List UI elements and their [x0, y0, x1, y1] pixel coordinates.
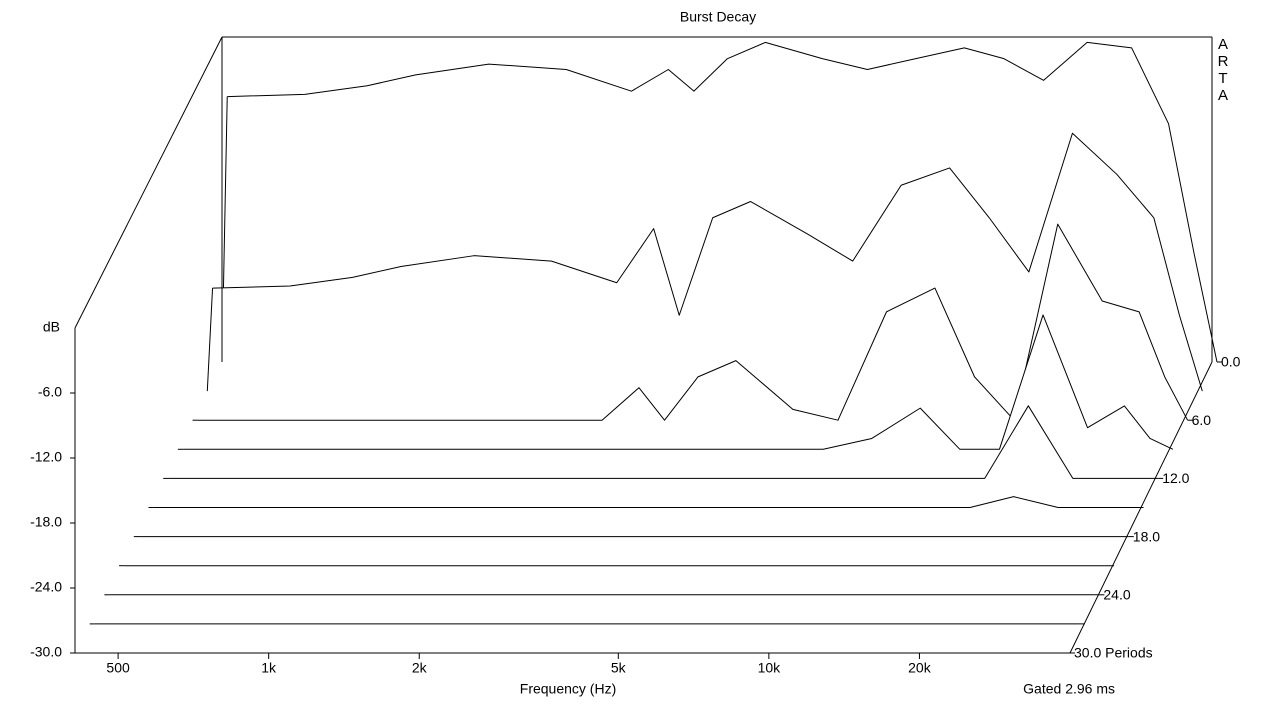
slice-backdrop [163, 405, 1159, 479]
y-tick-label: -12.0 [30, 449, 62, 465]
x-tick-label: 10k [758, 660, 782, 676]
note: Gated 2.96 ms [1023, 681, 1115, 697]
x-axis-label: Frequency (Hz) [520, 681, 616, 697]
x-tick-label: 20k [908, 660, 932, 676]
slice-line [197, 223, 1189, 421]
x-tick-label: 1k [261, 660, 277, 676]
z-tick-label: 30.0 Periods [1074, 645, 1153, 661]
slice-backdrop [207, 133, 1203, 392]
axes-frame [74, 36, 1213, 654]
slice-line [183, 314, 1174, 450]
slice-line [168, 405, 1159, 479]
slice-line [153, 496, 1144, 508]
waterfall [75, 41, 1218, 654]
slice-line [212, 132, 1203, 392]
z-tick-label: 0.0 [1221, 354, 1241, 370]
frame-line [1069, 361, 1213, 654]
x-tick-label: 5k [611, 660, 627, 676]
slice-backdrop [192, 224, 1188, 421]
frame-line [74, 36, 223, 329]
slice-backdrop [177, 314, 1173, 450]
y-axis-label: dB [43, 319, 60, 335]
z-tick-label: 18.0 [1133, 528, 1160, 544]
z-tick-label: 12.0 [1162, 470, 1189, 486]
watermark: ARTA [1217, 36, 1229, 104]
y-tick-label: -18.0 [30, 514, 62, 530]
slice-floor [206, 288, 214, 392]
z-tick-label: 24.0 [1103, 587, 1130, 603]
y-tick-label: -6.0 [38, 384, 62, 400]
y-tick-label: -24.0 [30, 579, 62, 595]
chart-title: Burst Decay [680, 9, 756, 25]
x-tick-label: 500 [106, 660, 130, 676]
y-tick-label: -30.0 [30, 644, 62, 660]
slice-line [227, 41, 1218, 363]
z-tick-label: 6.0 [1192, 412, 1212, 428]
x-tick-label: 2k [412, 660, 428, 676]
slice-backdrop [148, 496, 1144, 508]
